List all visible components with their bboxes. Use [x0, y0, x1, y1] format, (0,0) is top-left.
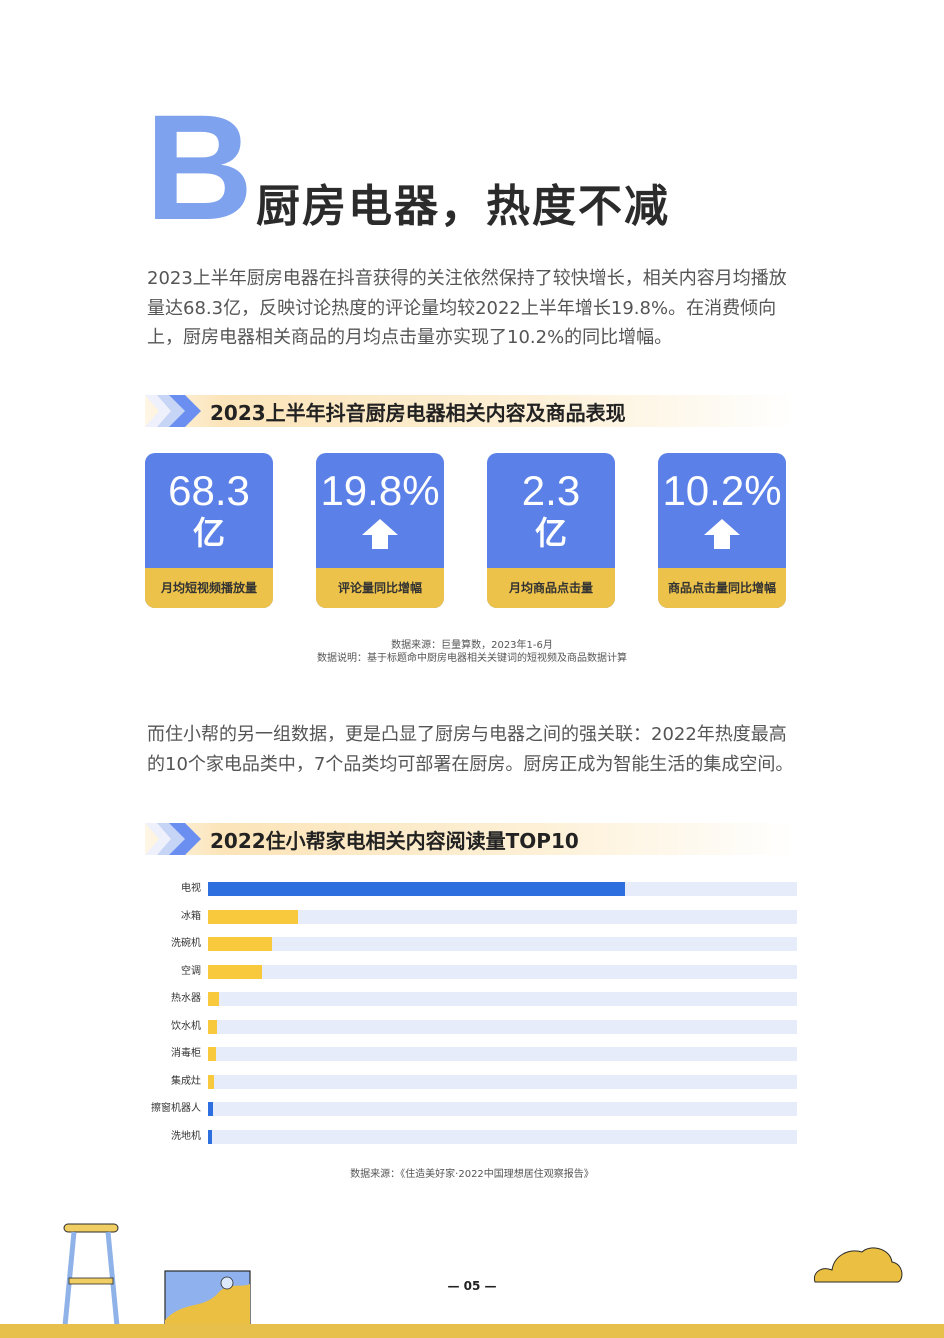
bar — [208, 1019, 218, 1034]
bar-category-label: 热水器 — [171, 993, 201, 1004]
second-paragraph: 而住小帮的另一组数据，更是凸显了厨房与电器之间的强关联：2022年热度最高的10… — [147, 724, 794, 775]
stat-card-click-growth: 10.2% 商品点击量同比增幅 — [658, 453, 786, 608]
bar-track — [208, 1102, 797, 1116]
bottom-strip — [0, 1324, 944, 1338]
bar — [208, 1102, 213, 1116]
stat-value: 10.2% — [662, 467, 782, 514]
stat-label: 商品点击量同比增幅 — [658, 568, 786, 608]
stat-value: 2.3 — [521, 467, 581, 514]
stat-card-comments: 19.8% 评论量同比增幅 — [316, 453, 444, 608]
up-arrow-icon — [362, 519, 398, 549]
stool-illustration-icon — [62, 1223, 120, 1326]
data-note: 数据说明：基于标题命中厨房电器相关关键词的短视频及商品数据计算 — [317, 653, 627, 664]
bar-category-label: 电视 — [181, 883, 201, 894]
bar-category-label: 空调 — [181, 965, 201, 977]
stat-value: 19.8% — [320, 467, 440, 514]
data-source: 数据来源：巨量算数，2023年1-6月 — [391, 640, 553, 651]
stat-value: 68.3 — [168, 467, 250, 514]
bar — [208, 909, 298, 924]
subheader-1-title: 2023上半年抖音厨房电器相关内容及商品表现 — [210, 401, 626, 425]
stat-card-clicks: 2.3 亿 月均商品点击量 — [487, 453, 615, 608]
bar-category-label: 饮水机 — [171, 1020, 201, 1032]
bar-category-label: 集成灶 — [171, 1075, 201, 1087]
stat-card-views: 68.3 亿 月均短视频播放量 — [145, 453, 273, 608]
bar-category-label: 洗碗机 — [171, 938, 201, 949]
chart-source: 数据来源：《住造美好家·2022中国理想居住观察报告》 — [350, 1169, 594, 1180]
bar — [208, 1129, 212, 1144]
bar — [208, 992, 219, 1006]
bar-track — [208, 1047, 797, 1061]
cloud-illustration-icon — [813, 1247, 903, 1283]
stat-label: 月均商品点击量 — [487, 568, 615, 608]
bar-track — [208, 964, 797, 979]
section-letter: B — [145, 83, 254, 251]
picture-frame-illustration-icon — [164, 1270, 251, 1326]
bar — [208, 882, 625, 896]
bar-category-label: 洗地机 — [171, 1130, 201, 1142]
bar-category-label: 消毒柜 — [171, 1048, 201, 1059]
bar — [208, 937, 272, 951]
bar-track — [208, 1074, 797, 1089]
stat-unit: 亿 — [534, 514, 567, 552]
bar-track — [208, 1019, 797, 1034]
bar-track — [208, 937, 797, 951]
stat-label: 月均短视频播放量 — [145, 568, 273, 608]
intro-paragraph: 2023上半年厨房电器在抖音获得的关注依然保持了较快增长，相关内容月均播放量达6… — [147, 268, 787, 348]
chevron-decoration-icon — [145, 395, 201, 427]
bar-category-label: 擦窗机器人 — [151, 1103, 201, 1114]
page-number: — 05 — — [447, 1279, 497, 1293]
up-arrow-icon — [704, 519, 740, 549]
page-title: 厨房电器，热度不减 — [256, 181, 670, 232]
bar — [208, 1047, 216, 1061]
stat-label: 评论量同比增幅 — [316, 568, 444, 608]
chevron-decoration-icon — [145, 823, 201, 855]
subheader-2-title: 2022住小帮家电相关内容阅读量TOP10 — [210, 829, 579, 853]
bar-track — [208, 909, 797, 924]
bar-track — [208, 882, 797, 896]
bar — [208, 1074, 215, 1089]
bar-track — [208, 1129, 797, 1144]
stat-unit: 亿 — [192, 514, 225, 552]
subheader-1: 2023上半年抖音厨房电器相关内容及商品表现 — [145, 395, 795, 427]
bar-track — [208, 992, 797, 1006]
bar-category-label: 冰箱 — [181, 910, 201, 922]
subheader-2: 2022住小帮家电相关内容阅读量TOP10 — [145, 823, 795, 855]
bar — [208, 964, 263, 979]
